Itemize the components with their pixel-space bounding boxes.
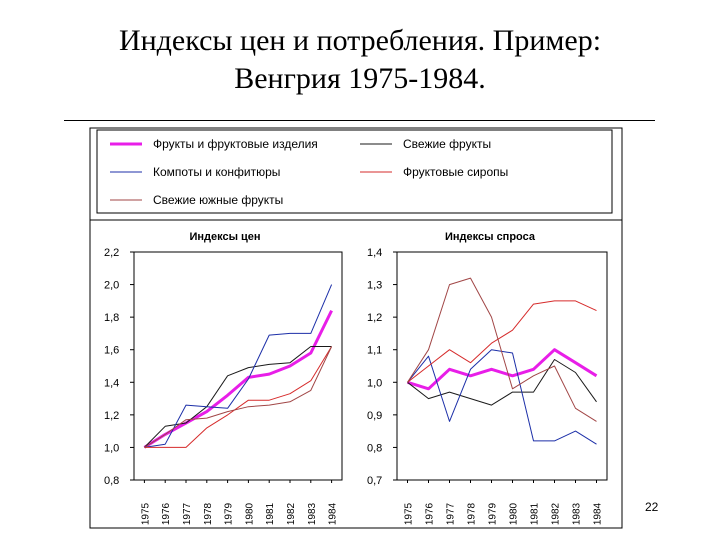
x-tick-label: 1975 [404,502,415,525]
y-tick-label: 0,8 [104,475,119,487]
legend-box [96,129,613,214]
right-panel: 0,7 0,8 0,9 1,0 1,1 1,2 1,3 1,4 1975 1976 1977 1978… [367,247,604,525]
left-plot-area [133,251,343,481]
x-tick-label: 1979 [488,502,499,525]
legend: Фрукты и фруктовые изделия Свежие фрукты К… [110,137,508,207]
series-line [144,346,333,448]
y-tick-label: 1,1 [367,345,382,357]
legend-item: Компоты и конфитюры [110,165,280,179]
x-tick-label: 1983 [572,502,583,525]
y-tick-label: 1,2 [104,410,119,422]
x-tick-label: 1982 [551,502,562,525]
legend-item: Фруктовые сиропы [360,165,508,179]
y-tick-label: 1,4 [367,247,382,259]
legend-label: Компоты и конфитюры [153,165,280,179]
x-tick-label: 1975 [140,502,151,525]
title-divider [64,120,655,121]
x-tick-label: 1978 [203,502,214,525]
y-tick-label: 0,9 [367,410,382,422]
x-tick-label: 1976 [161,502,172,525]
left-panel-title: Индексы цен [189,231,260,243]
x-tick-label: 1981 [265,502,276,525]
page-number: 22 [645,500,659,514]
legend-item: Свежие южные фрукты [110,193,283,207]
legend-label: Свежие фрукты [403,137,491,151]
series-line [407,348,598,391]
legend-label: Свежие южные фрукты [153,193,283,207]
slide-title: Индексы цен и потребления. Пример: Венгр… [60,22,660,98]
y-tick-label: 1,0 [104,442,119,454]
right-panel-title: Индексы спроса [445,231,536,243]
x-tick-label: 1979 [224,502,235,525]
y-tick-label: 1,6 [104,345,119,357]
left-panel: 0,8 1,0 1,2 1,4 1,6 1,8 2,0 2,2 1975 1976 1977 1978… [104,247,339,525]
x-tick-label: 1976 [425,502,436,525]
y-tick-label: 1,3 [367,280,382,292]
series-line [407,359,597,406]
x-tick-label: 1982 [286,502,297,525]
series-line [407,277,597,422]
series-line [144,346,333,448]
x-tick-label: 1984 [328,502,339,525]
y-tick-label: 0,8 [367,442,382,454]
legend-item: Фрукты и фруктовые изделия [110,137,318,151]
x-tick-label: 1977 [182,502,193,525]
series-line [144,284,333,448]
series-line [407,300,597,383]
y-tick-label: 1,8 [104,312,119,324]
slide-title-line2: Венгрия 1975-1984. [234,62,486,95]
y-tick-label: 1,0 [367,377,382,389]
y-tick-label: 2,0 [104,280,119,292]
x-tick-label: 1980 [509,502,520,525]
x-tick-label: 1980 [244,502,255,525]
legend-label: Фрукты и фруктовые изделия [153,137,318,151]
legend-item: Свежие фрукты [360,137,491,151]
x-tick-label: 1977 [446,502,457,525]
legend-label: Фруктовые сиропы [403,165,508,179]
y-tick-label: 0,7 [367,475,382,487]
y-tick-label: 2,2 [104,247,119,259]
x-tick-label: 1981 [530,502,541,525]
y-tick-label: 1,2 [367,312,382,324]
slide-title-line1: Индексы цен и потребления. Пример: [118,24,602,57]
y-tick-label: 1,4 [104,377,119,389]
series-line [143,309,333,449]
x-tick-label: 1984 [593,502,604,525]
x-tick-label: 1983 [307,502,318,525]
x-tick-label: 1978 [467,502,478,525]
